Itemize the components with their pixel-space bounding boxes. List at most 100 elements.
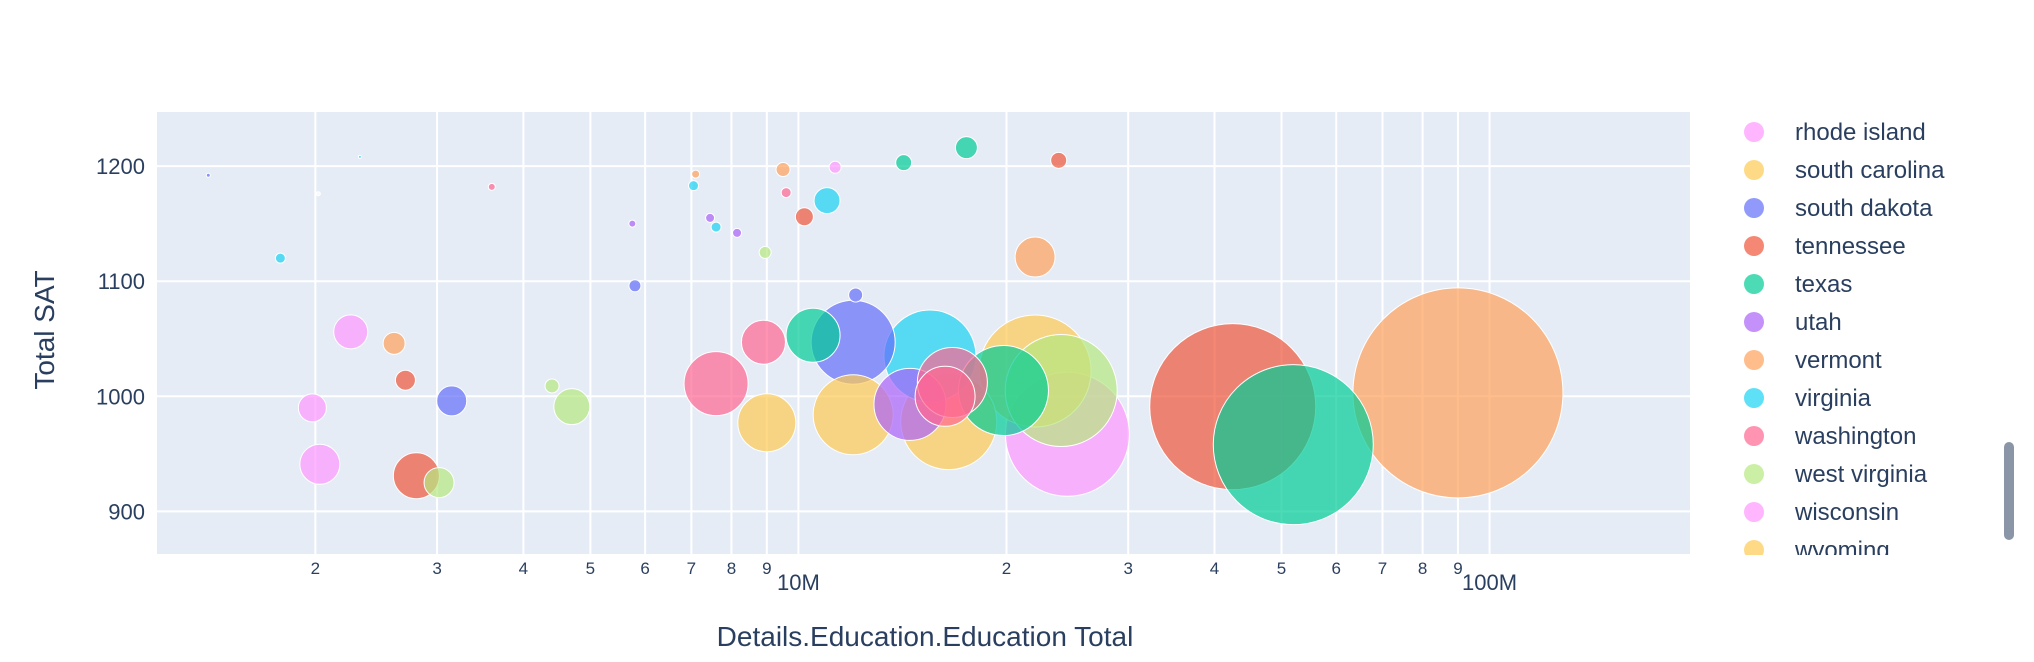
data-point[interactable] [732, 227, 743, 238]
x-minor-tick-label: 9 [762, 559, 771, 578]
y-tick-label: 900 [108, 499, 145, 524]
data-point[interactable] [274, 252, 286, 264]
x-minor-tick-label: 3 [1123, 559, 1132, 578]
x-minor-tick-label: 4 [519, 559, 528, 578]
legend-label: south carolina [1795, 157, 1945, 184]
data-point[interactable] [333, 314, 369, 350]
data-point[interactable] [691, 169, 701, 179]
data-point[interactable] [848, 287, 864, 303]
legend-item[interactable]: utah [1744, 309, 1842, 336]
x-tick-labels: 2 3 4 5 6 7 8 9 2 3 4 5 6 7 8 9 10M 100M [311, 559, 1517, 595]
data-point[interactable] [688, 180, 700, 192]
x-minor-tick-label: 8 [1418, 559, 1427, 578]
data-point[interactable] [758, 245, 772, 259]
legend-marker [1744, 350, 1764, 370]
y-tick-label: 1000 [96, 384, 145, 409]
legend-item[interactable]: vermont [1744, 347, 1882, 374]
y-axis-title: Total SAT [29, 270, 60, 389]
data-point[interactable] [740, 319, 786, 365]
legend-label: vermont [1795, 347, 1882, 374]
legend-marker [1744, 502, 1764, 522]
x-major-tick-label: 10M [777, 570, 820, 595]
data-point[interactable] [553, 388, 591, 426]
y-tick-label: 1200 [96, 154, 145, 179]
x-minor-tick-label: 3 [432, 559, 441, 578]
legend[interactable]: rhode island south carolina south dakota te… [1744, 119, 1945, 564]
legend-item[interactable]: washington [1744, 423, 1916, 450]
data-point[interactable] [737, 393, 797, 453]
x-minor-tick-label: 7 [1378, 559, 1387, 578]
data-point[interactable] [954, 136, 978, 160]
y-tick-label: 1100 [98, 269, 145, 294]
data-point[interactable] [705, 212, 716, 223]
legend-marker [1744, 236, 1764, 256]
legend-marker [1744, 426, 1764, 446]
data-point[interactable] [780, 187, 792, 199]
legend-item[interactable]: tennessee [1744, 233, 1906, 260]
data-point[interactable] [813, 187, 841, 215]
legend-marker [1744, 122, 1764, 142]
data-point[interactable] [828, 160, 842, 174]
data-point[interactable] [423, 467, 455, 499]
data-point[interactable] [1352, 287, 1564, 499]
data-point[interactable] [794, 207, 814, 227]
data-point[interactable] [683, 351, 749, 417]
legend-item[interactable]: south dakota [1744, 195, 1933, 222]
legend-marker [1744, 312, 1764, 332]
legend-label: south dakota [1795, 195, 1933, 222]
data-point[interactable] [382, 331, 406, 355]
legend-item[interactable]: texas [1744, 271, 1852, 298]
legend-label: utah [1795, 309, 1842, 336]
x-minor-tick-label: 6 [640, 559, 649, 578]
legend-item[interactable]: west virginia [1744, 461, 1928, 488]
x-minor-tick-label: 5 [1277, 559, 1286, 578]
legend-label: west virginia [1794, 461, 1928, 488]
data-point[interactable] [357, 154, 362, 159]
data-point[interactable] [1212, 364, 1374, 526]
legend-label: rhode island [1795, 119, 1926, 146]
data-point[interactable] [785, 307, 841, 363]
x-major-tick-label: 100M [1462, 570, 1517, 595]
legend-item[interactable]: virginia [1744, 385, 1872, 412]
legend-label: wisconsin [1794, 499, 1899, 526]
legend-label: virginia [1795, 385, 1872, 412]
data-point[interactable] [1014, 236, 1056, 278]
data-point[interactable] [299, 443, 341, 485]
data-point[interactable] [895, 154, 913, 172]
data-point[interactable] [1050, 151, 1068, 169]
x-axis-title: Details.Education.Education Total [717, 621, 1134, 652]
legend-item[interactable]: wyoming [1744, 537, 1890, 564]
legend-marker [1744, 160, 1764, 180]
data-point[interactable] [487, 182, 496, 191]
data-point[interactable] [315, 191, 321, 197]
y-tick-labels: 900 1000 1100 1200 [96, 154, 145, 524]
x-minor-tick-label: 2 [1002, 559, 1011, 578]
legend-marker [1744, 274, 1764, 294]
data-point[interactable] [544, 378, 560, 394]
x-minor-tick-label: 9 [1453, 559, 1462, 578]
data-point[interactable] [205, 172, 211, 178]
data-point[interactable] [436, 385, 468, 417]
data-point[interactable] [628, 219, 637, 228]
x-minor-tick-label: 2 [311, 559, 320, 578]
legend-item[interactable]: south carolina [1744, 157, 1945, 184]
legend-scrollbar[interactable] [2004, 442, 2014, 540]
x-minor-tick-label: 5 [586, 559, 595, 578]
legend-item[interactable]: rhode island [1744, 119, 1926, 146]
legend-marker [1744, 464, 1764, 484]
data-point[interactable] [914, 365, 976, 427]
legend-item[interactable]: wisconsin [1744, 499, 1899, 526]
legend-marker [1744, 198, 1764, 218]
data-point[interactable] [297, 393, 327, 423]
legend-label: tennessee [1795, 233, 1906, 260]
data-point[interactable] [394, 369, 416, 391]
x-minor-tick-label: 7 [687, 559, 696, 578]
x-minor-tick-label: 8 [727, 559, 736, 578]
legend-label: washington [1794, 423, 1916, 450]
legend-label: wyoming [1794, 537, 1890, 564]
data-point[interactable] [775, 162, 791, 178]
data-points [205, 136, 1564, 526]
data-point[interactable] [710, 221, 722, 233]
data-point[interactable] [628, 279, 642, 293]
